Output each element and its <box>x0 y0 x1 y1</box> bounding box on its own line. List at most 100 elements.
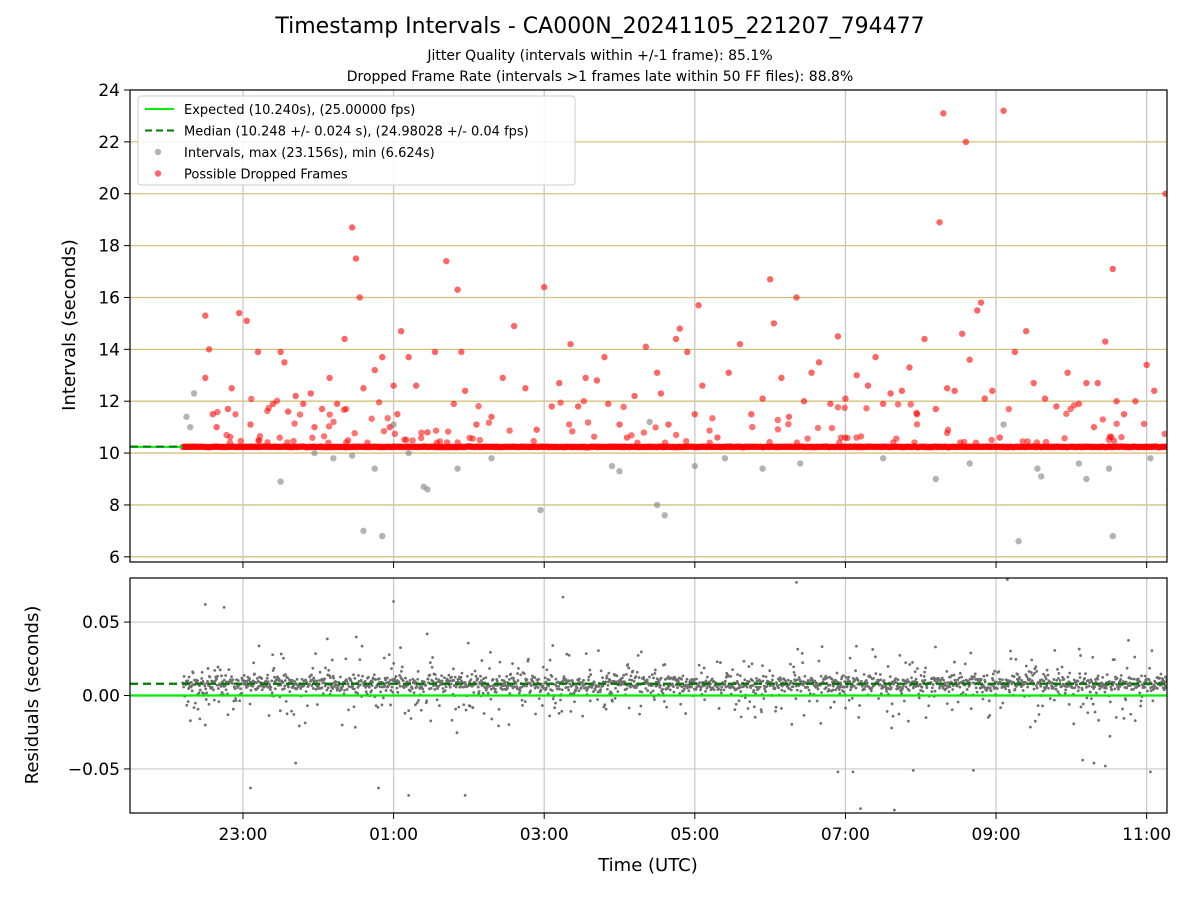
residual-point <box>589 673 593 676</box>
dropped-frame-point <box>1075 400 1083 408</box>
interval-point-gray <box>646 418 653 426</box>
residual-point <box>755 676 758 680</box>
residual-point <box>888 675 892 679</box>
x-tick-label: 05:00 <box>670 825 719 845</box>
residual-point <box>344 657 348 661</box>
residual-point <box>208 675 212 679</box>
residual-point <box>906 678 909 682</box>
residual-point <box>848 679 852 683</box>
residual-point <box>1094 691 1098 695</box>
interval-point-gray <box>797 460 804 467</box>
dropped-frame-point <box>695 302 702 309</box>
residual-point <box>452 678 456 682</box>
residual-point <box>266 680 270 684</box>
dropped-frame-point <box>292 392 299 400</box>
residual-point <box>569 684 573 688</box>
residual-point <box>599 669 603 673</box>
residual-point <box>193 701 197 705</box>
residual-point <box>944 681 947 685</box>
residual-point <box>1042 672 1045 676</box>
residual-point <box>580 680 584 684</box>
dropped-frame-point <box>461 387 469 395</box>
dropped-frame-point <box>1041 395 1049 402</box>
residual-point <box>956 678 960 682</box>
residual-point <box>231 678 235 682</box>
dropped-frame-point <box>943 429 951 437</box>
residual-point <box>192 706 196 710</box>
residual-point <box>533 686 537 690</box>
residual-point <box>450 675 453 679</box>
residual-point <box>234 699 238 703</box>
dropped-frame-point <box>628 432 635 439</box>
residual-point <box>793 673 797 677</box>
residual-point <box>727 674 730 678</box>
residual-point <box>334 680 338 684</box>
residual-point <box>218 668 222 672</box>
dropped-frame-point <box>966 356 973 363</box>
interval-point-gray <box>183 413 190 420</box>
residual-point <box>622 673 626 677</box>
residual-point <box>269 685 273 689</box>
residual-point <box>661 691 665 695</box>
residual-point <box>1088 681 1091 685</box>
residual-point <box>638 712 641 716</box>
residual-point <box>712 688 716 692</box>
residual-point <box>327 668 331 672</box>
residual-point <box>703 698 707 702</box>
residual-point <box>520 685 524 689</box>
residual-point <box>517 691 521 695</box>
residual-point <box>347 685 351 689</box>
residual-point <box>1025 675 1029 678</box>
dropped-frame-point <box>974 307 981 314</box>
residual-point <box>260 677 264 680</box>
residual-point <box>780 688 784 692</box>
residual-point <box>979 677 983 681</box>
residual-point <box>642 677 646 681</box>
residual-point <box>911 660 914 664</box>
residual-point <box>1150 649 1154 653</box>
residual-point <box>841 674 845 678</box>
residual-point <box>295 677 299 681</box>
residual-point <box>206 667 210 670</box>
residual-point <box>614 686 617 690</box>
residual-point <box>577 689 581 693</box>
residual-point <box>1045 684 1049 688</box>
residual-point <box>320 686 324 690</box>
dropped-frame-point <box>390 382 397 389</box>
residual-point <box>894 677 898 681</box>
residual-point <box>1085 696 1089 700</box>
residual-point <box>874 655 877 659</box>
residual-point <box>339 675 342 679</box>
residual-point <box>1064 688 1068 692</box>
dropped-frame-point <box>774 426 782 433</box>
y-tick-label: 20 <box>98 185 120 205</box>
residual-point <box>997 670 1001 674</box>
residual-point <box>522 672 526 675</box>
residual-point <box>708 685 712 689</box>
residual-point <box>678 691 682 695</box>
residual-point <box>1034 665 1038 669</box>
residual-point <box>890 702 894 706</box>
residual-point <box>284 700 288 703</box>
residual-point <box>1101 675 1105 679</box>
residual-point <box>795 581 798 584</box>
residual-point <box>1096 674 1100 678</box>
residual-point <box>855 644 858 648</box>
residual-point <box>629 674 633 678</box>
residual-point <box>771 684 775 688</box>
dropped-frame-point <box>356 294 363 301</box>
residual-point <box>820 645 824 649</box>
residual-point <box>982 674 986 678</box>
residual-point <box>1077 685 1081 689</box>
residual-point <box>629 685 632 689</box>
residual-point <box>567 653 571 657</box>
dropped-frame-point <box>333 400 341 408</box>
residual-point <box>747 680 751 683</box>
residual-point <box>290 709 294 713</box>
dropped-frame-point <box>584 419 592 426</box>
residual-point <box>243 679 247 683</box>
residual-point <box>919 688 922 692</box>
y-axis-label-residuals: Residuals (seconds) <box>22 606 43 785</box>
residual-point <box>413 679 416 683</box>
dropped-frame-point <box>296 411 304 418</box>
